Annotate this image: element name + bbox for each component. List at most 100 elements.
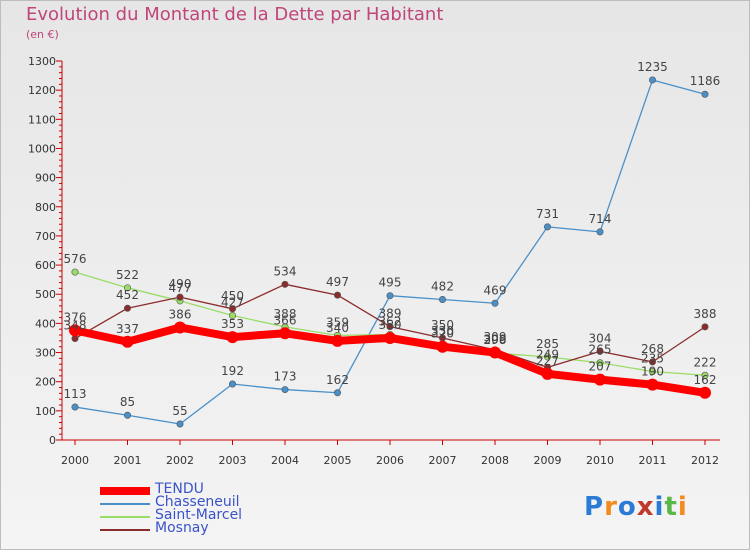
- x-tick-label: 2008: [481, 454, 509, 467]
- data-point: [596, 347, 604, 355]
- y-tick-label: 1000: [28, 142, 56, 155]
- data-point: [226, 331, 239, 344]
- x-tick-label: 2004: [271, 454, 299, 467]
- chart-subtitle: (en €): [26, 28, 59, 41]
- data-label: 522: [116, 268, 139, 282]
- data-label: 265: [589, 343, 612, 357]
- data-point: [648, 76, 656, 84]
- y-tick-label: 700: [35, 230, 56, 243]
- data-point: [596, 359, 604, 367]
- data-point: [648, 367, 656, 375]
- data-point: [701, 371, 709, 379]
- x-tick-label: 2010: [586, 454, 614, 467]
- data-label: 300: [484, 333, 507, 347]
- data-label: 714: [589, 212, 612, 226]
- axes: 0 100 200 300 400 500 600 700 800 900 1000 1100 1200…: [28, 55, 720, 467]
- x-tick-label: 2002: [166, 454, 194, 467]
- data-point: [229, 305, 237, 313]
- data-label: 85: [120, 395, 135, 409]
- data-point: [71, 268, 79, 276]
- logo-letter: i: [677, 492, 688, 522]
- data-label: 320: [431, 327, 454, 341]
- data-label: 249: [536, 347, 559, 361]
- y-tick-label: 100: [35, 405, 56, 418]
- legend-label: TENDU: [155, 481, 204, 497]
- series-layer: [69, 76, 711, 428]
- y-tick-label: 500: [35, 288, 56, 301]
- data-label: 477: [169, 281, 192, 295]
- data-point: [701, 90, 709, 98]
- data-label: 190: [641, 365, 664, 379]
- data-point: [124, 284, 132, 292]
- data-point: [436, 340, 449, 353]
- data-label: 350: [379, 318, 402, 332]
- data-label: 452: [116, 288, 139, 302]
- data-label: 386: [169, 307, 192, 321]
- data-label: 388: [694, 307, 717, 321]
- data-point: [176, 293, 184, 301]
- legend-swatch: [100, 529, 150, 531]
- data-label: 113: [64, 387, 87, 401]
- logo-letter: x: [636, 492, 655, 522]
- data-label: 388: [274, 307, 297, 321]
- data-point: [279, 327, 291, 340]
- data-point: [491, 299, 499, 307]
- data-point: [489, 346, 501, 359]
- x-tick-label: 2011: [639, 454, 667, 467]
- x-tick-label: 2009: [534, 454, 562, 467]
- y-tick-label: 1200: [28, 84, 56, 97]
- data-point: [438, 295, 446, 303]
- data-label: 330: [431, 324, 454, 338]
- data-point: [596, 228, 604, 236]
- data-point: [71, 403, 79, 411]
- data-point: [124, 411, 132, 419]
- y-tick-label: 1300: [28, 55, 56, 68]
- legend-label: Mosnay: [155, 520, 209, 536]
- data-label: 366: [274, 313, 297, 327]
- y-tick-label: 400: [35, 317, 56, 330]
- data-point: [281, 386, 289, 394]
- data-label: 490: [169, 277, 192, 291]
- data-point: [594, 373, 606, 386]
- data-point: [646, 378, 659, 391]
- data-labels: 113 85 55 192 173 162 495 482 469 731 714 1235 1186 5…: [64, 60, 721, 418]
- data-label: 298: [484, 333, 507, 347]
- y-tick-label: 600: [35, 259, 56, 272]
- y-tick-label: 800: [35, 201, 56, 214]
- data-label: 362: [379, 314, 402, 328]
- data-label: 576: [64, 252, 87, 266]
- data-label: 534: [274, 264, 297, 278]
- y-tick-label: 1100: [28, 113, 56, 126]
- logo-letter: r: [604, 492, 618, 522]
- data-label: 285: [536, 337, 559, 351]
- data-label: 359: [326, 315, 349, 329]
- y-tick-label: 300: [35, 347, 56, 360]
- legend-swatch: [100, 516, 150, 518]
- data-point: [543, 223, 551, 231]
- x-tick-label: 2003: [219, 454, 247, 467]
- data-point: [648, 358, 656, 366]
- data-point: [701, 323, 709, 331]
- data-label: 340: [326, 321, 349, 335]
- data-label: 227: [536, 354, 559, 368]
- data-label: 55: [172, 404, 187, 418]
- data-point: [386, 292, 394, 300]
- data-label: 497: [326, 275, 349, 289]
- data-label: 268: [641, 342, 664, 356]
- legend-label: Chasseneuil: [155, 494, 240, 510]
- data-point: [331, 334, 344, 347]
- data-point: [69, 324, 81, 337]
- y-tick-label: 900: [35, 172, 56, 185]
- y-tick-label: 0: [49, 434, 56, 447]
- data-point: [333, 389, 341, 397]
- data-label: 235: [641, 351, 664, 365]
- x-tick-label: 2007: [429, 454, 457, 467]
- x-tick-label: 2012: [691, 454, 719, 467]
- data-label: 1235: [637, 60, 668, 74]
- data-label: 162: [694, 373, 717, 387]
- data-label: 427: [221, 296, 244, 310]
- logo-letter: t: [664, 492, 678, 522]
- data-point: [229, 312, 237, 320]
- data-label: 304: [589, 331, 612, 345]
